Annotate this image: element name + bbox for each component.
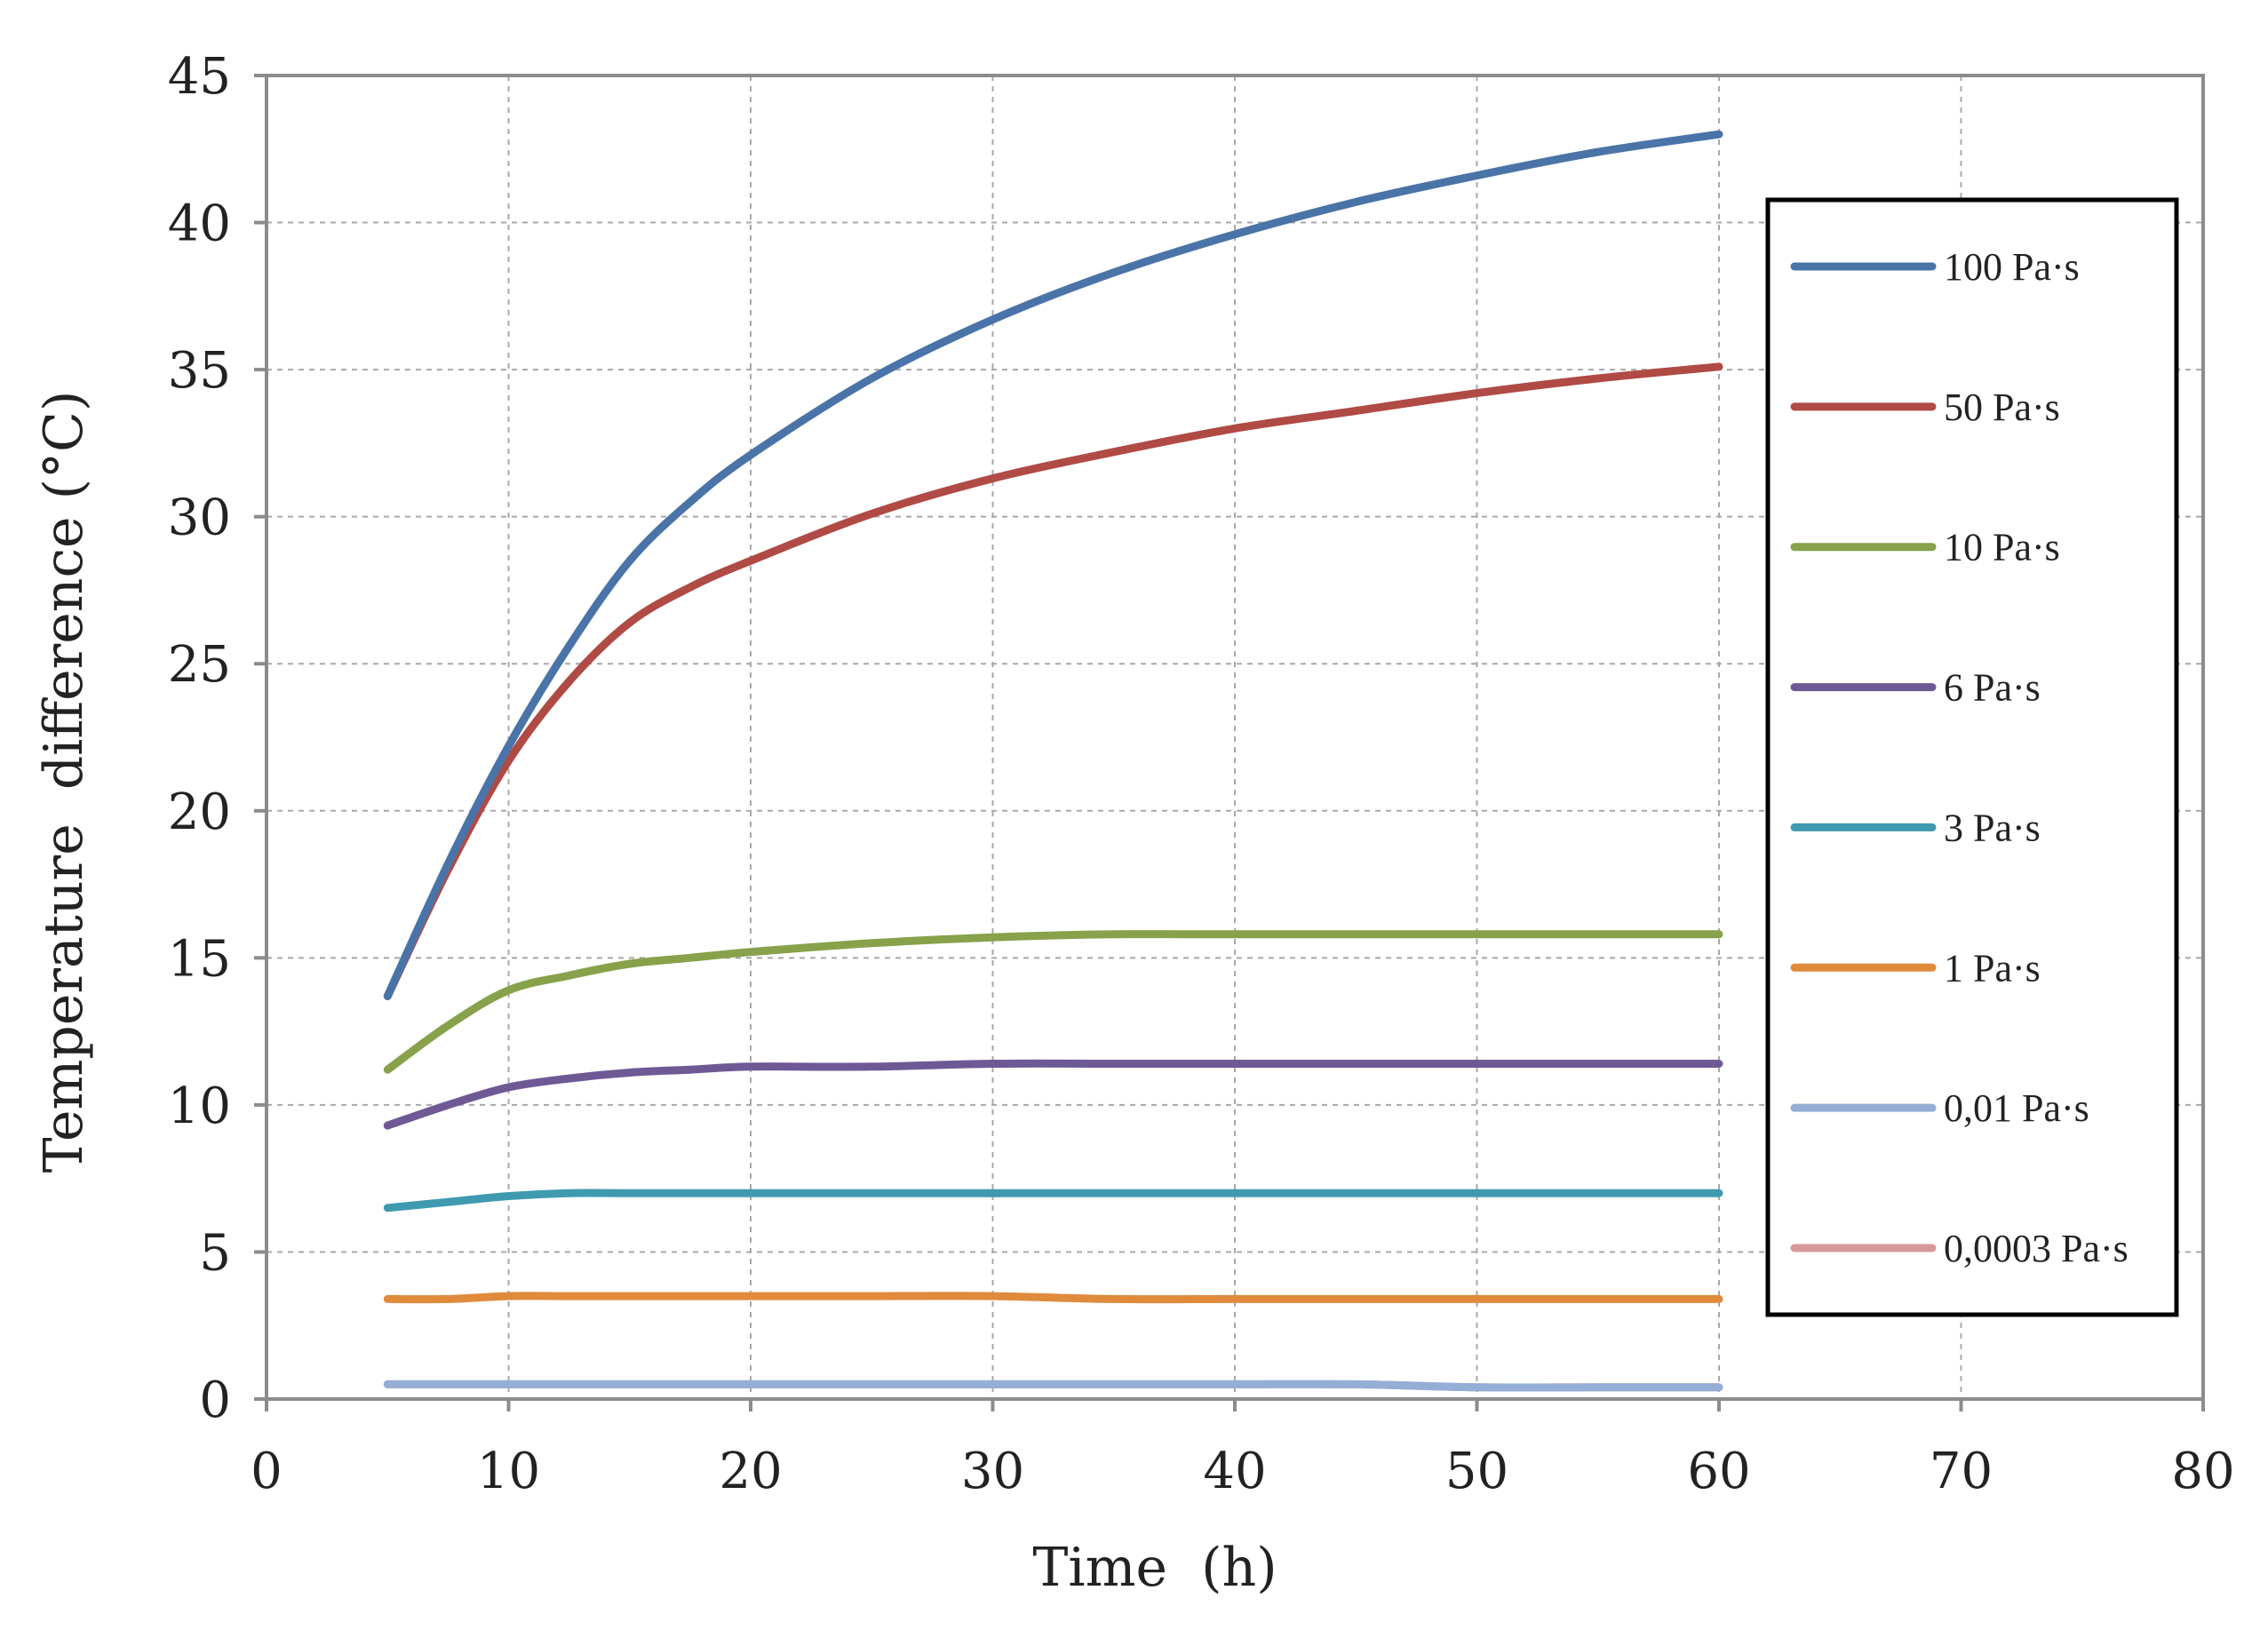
legend-label-3-pa-s: 3 Pa·s (1944, 806, 2041, 849)
legend-label-6-pa-s: 6 Pa·s (1944, 666, 2041, 710)
legend-label-10-pa-s: 10 Pa·s (1944, 526, 2060, 569)
series-line-100-pa-s (383, 130, 1723, 1000)
legend-label-50-pa-s: 50 Pa·s (1944, 386, 2060, 429)
y-tick-label: 25 (168, 636, 231, 694)
x-tick-label: 10 (477, 1443, 540, 1500)
legend-label-0-0003-pa-s: 0,0003 Pa·s (1944, 1227, 2129, 1270)
legend-label-100-pa-s: 100 Pa·s (1944, 245, 2080, 289)
y-axis-title: Temperature difference (°C) (33, 391, 95, 1173)
series-line-10-pa-s (383, 930, 1723, 1074)
x-tick-label: 0 (251, 1443, 283, 1500)
legend-label-0-01-pa-s: 0,01 Pa·s (1944, 1086, 2089, 1130)
series-line-3-pa-s (383, 1189, 1723, 1213)
y-tick-label: 15 (168, 930, 231, 988)
x-tick-label: 60 (1687, 1443, 1750, 1500)
y-tick-label: 0 (199, 1372, 231, 1429)
series-line-1-pa-s (383, 1292, 1723, 1304)
axes: 0 10 20 30 40 50 60 70 80 0 5 10 15 20 25 30 35 40 45 (168, 48, 2235, 1500)
series-line-6-pa-s (383, 1059, 1723, 1130)
y-tick-label: 30 (168, 489, 231, 547)
series-line-50-pa-s (383, 362, 1723, 1000)
legend-box (1765, 197, 2179, 1317)
x-tick-label: 80 (2171, 1443, 2234, 1500)
x-tick-label: 40 (1203, 1443, 1266, 1500)
y-tick-label: 45 (168, 48, 231, 106)
y-tick-label: 35 (168, 342, 231, 400)
series-line-0-01-pa-s (383, 1380, 1723, 1392)
y-tick-label: 10 (168, 1077, 231, 1135)
legend: 100 Pa·s 50 Pa·s 10 Pa·s 6 Pa·s 3 Pa·s 1 Pa·s… (1765, 197, 2179, 1317)
series-lines (383, 130, 1723, 1392)
y-tick-label: 20 (168, 783, 231, 841)
x-axis-title: Time (h) (1032, 1537, 1277, 1599)
y-tick-label: 40 (168, 195, 231, 253)
x-tick-label: 20 (719, 1443, 782, 1500)
x-tick-label: 50 (1445, 1443, 1508, 1500)
legend-label-1-pa-s: 1 Pa·s (1944, 946, 2041, 990)
x-tick-label: 30 (961, 1443, 1024, 1500)
x-tick-label: 70 (1930, 1443, 1993, 1500)
y-tick-label: 5 (199, 1224, 231, 1282)
